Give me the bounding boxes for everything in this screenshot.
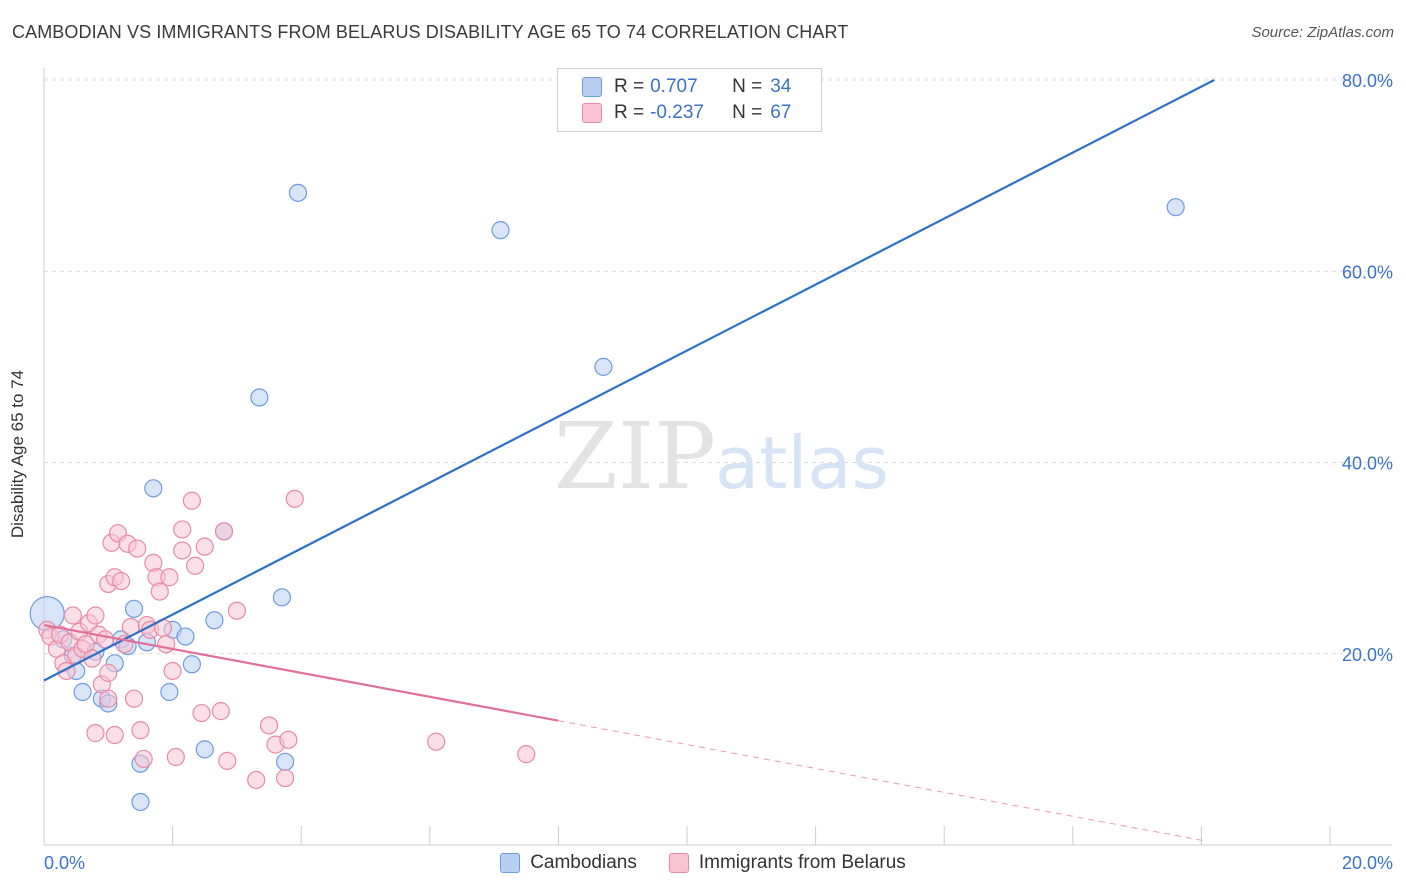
belarus-point — [131, 721, 150, 740]
y-tick-label: 20.0% — [1342, 645, 1393, 665]
belarus-point — [99, 663, 118, 682]
legend-swatch-belarus — [582, 103, 602, 123]
belarus-point — [279, 730, 298, 749]
y-tick-label: 80.0% — [1342, 71, 1393, 91]
belarus-point — [173, 541, 192, 560]
belarus-point — [259, 716, 279, 735]
belarus-point — [163, 661, 182, 681]
legend-swatch-cambodians — [500, 853, 521, 873]
watermark: ZIP atlas — [554, 403, 889, 510]
cambodian-point — [491, 221, 510, 240]
belarus-point — [211, 702, 230, 721]
legend-n-value: 34 — [770, 76, 792, 97]
legend-label-belarus: Immigrants from Belarus — [698, 852, 906, 873]
belarus-point — [150, 582, 169, 601]
cambodian-point — [182, 655, 201, 674]
belarus-point — [517, 745, 536, 764]
legend-label-cambodians: Cambodians — [530, 852, 637, 873]
belarus-point — [195, 537, 214, 556]
belarus-point — [285, 489, 304, 508]
watermark-atlas: atlas — [715, 421, 889, 505]
belarus-point — [173, 520, 192, 539]
legend-r-value: -0.237 — [650, 102, 704, 123]
y-tick-label: 40.0% — [1342, 454, 1393, 474]
belarus-point — [105, 725, 124, 745]
legend-item-cambodians[interactable]: Cambodians — [500, 852, 637, 874]
cambodian-point — [131, 792, 150, 812]
cambodian-point — [144, 479, 163, 498]
legend-item-belarus[interactable]: Immigrants from Belarus — [668, 852, 906, 874]
belarus-point — [218, 751, 237, 770]
belarus-point — [86, 606, 105, 625]
belarus-trend-line — [43, 623, 559, 722]
cambodian-point — [1166, 198, 1185, 217]
cambodian-point — [73, 682, 92, 702]
cambodian-point — [276, 752, 295, 771]
belarus-point — [128, 539, 147, 558]
belarus-point — [160, 568, 179, 587]
trend-lines — [43, 79, 1215, 841]
belarus-point — [427, 732, 446, 751]
grid-lines — [44, 77, 1392, 655]
cambodian-point — [195, 740, 214, 759]
belarus-point — [134, 749, 153, 769]
watermark-zip: ZIP — [554, 403, 716, 510]
belarus-point — [86, 724, 105, 743]
legend-swatch-cambodians — [582, 77, 602, 97]
legend-swatch-belarus — [668, 853, 689, 873]
belarus-point — [182, 491, 201, 510]
source-label: Source: ZipAtlas.com — [1251, 24, 1394, 41]
legend-n-label: N = — [732, 102, 763, 123]
x-tick-label: 0.0% — [44, 853, 85, 873]
legend-row-belarus: R = -0.237 N = 67 — [582, 100, 791, 126]
belarus-point — [214, 522, 234, 541]
legend-r-value: 0.707 — [650, 76, 698, 97]
belarus-point — [112, 571, 131, 591]
belarus-point — [63, 606, 83, 625]
correlation-legend: R = 0.707 N = 34 R = -0.237 N = 67 — [557, 68, 822, 132]
tick-labels: 20.0% 40.0% 60.0% 80.0% 0.0% 20.0% — [44, 71, 1393, 873]
belarus-point — [247, 770, 266, 790]
cambodian-point — [272, 588, 292, 607]
legend-n-value: 67 — [770, 102, 792, 123]
cambodian-point — [176, 627, 195, 646]
data-points — [29, 183, 1185, 812]
legend-row-cambodians: R = 0.707 N = 34 — [582, 74, 791, 100]
cambodian-point — [124, 599, 144, 618]
belarus-point — [124, 689, 144, 708]
belarus-point — [227, 601, 246, 620]
belarus-point — [157, 635, 176, 654]
legend-r-label: R = — [614, 76, 645, 97]
belarus-point — [192, 703, 211, 723]
cambodian-point — [205, 611, 224, 630]
chart-title: CAMBODIAN VS IMMIGRANTS FROM BELARUS DIS… — [12, 22, 849, 42]
legend-n-label: N = — [732, 76, 763, 97]
belarus-point — [276, 768, 295, 788]
x-tick-label: 20.0% — [1342, 853, 1393, 873]
legend-r-label: R = — [614, 102, 645, 123]
belarus-point — [166, 747, 185, 767]
cambodian-point — [250, 388, 269, 407]
cambodian-trend-line — [43, 79, 1215, 682]
cambodian-point — [160, 682, 179, 702]
y-axis-label: Disability Age 65 to 74 — [8, 369, 27, 539]
belarus-trend-extension — [558, 720, 1202, 841]
belarus-point — [99, 689, 118, 708]
cambodian-point — [594, 357, 613, 376]
cambodian-point — [288, 183, 308, 202]
series-legend: Cambodians Immigrants from Belarus — [0, 852, 1406, 874]
y-tick-label: 60.0% — [1342, 262, 1393, 282]
axes — [43, 68, 1392, 846]
belarus-point — [186, 556, 205, 575]
